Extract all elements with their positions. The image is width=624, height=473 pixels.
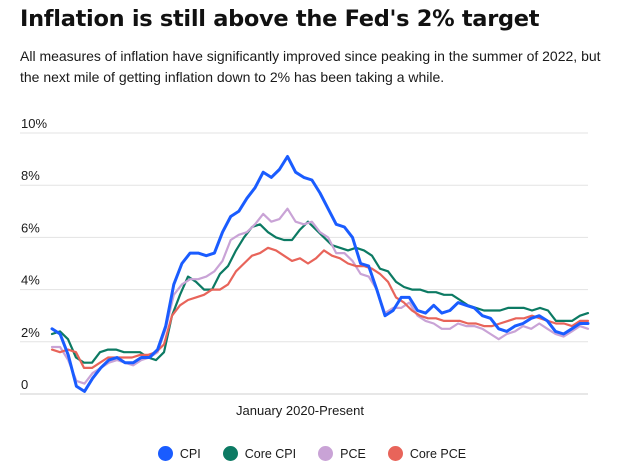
series-line-core-pce xyxy=(50,246,590,369)
y-tick-label: 2% xyxy=(21,325,40,340)
legend-swatch xyxy=(157,446,173,461)
line-chart: 0 2% 4% 6% 8% 10% January 2020-Present xyxy=(20,116,590,418)
legend-swatch xyxy=(222,446,238,461)
chart-title: Inflation is still above the Fed's 2% ta… xyxy=(20,6,540,32)
legend-item-core-pce: Core PCE xyxy=(387,446,467,461)
legend-label: PCE xyxy=(340,446,366,461)
x-axis-label: January 2020-Present xyxy=(236,403,364,418)
legend-item-cpi: CPI xyxy=(157,446,201,461)
legend-label: Core CPI xyxy=(244,446,297,461)
y-tick-label: 6% xyxy=(21,220,40,235)
legend-item-core-cpi: Core CPI xyxy=(222,446,297,461)
series-line-pce xyxy=(50,207,590,385)
series-lines xyxy=(50,155,590,393)
legend-swatch xyxy=(318,446,334,461)
y-tick-label: 0 xyxy=(21,377,28,392)
legend-label: CPI xyxy=(179,446,201,461)
legend-item-pce: PCE xyxy=(318,446,366,461)
y-tick-label: 10% xyxy=(21,116,47,131)
legend: CPI Core CPI PCE Core PCE xyxy=(0,446,624,461)
y-tick-label: 8% xyxy=(21,168,40,183)
gridlines xyxy=(20,132,588,395)
y-axis-ticks: 0 2% 4% 6% 8% 10% xyxy=(21,116,47,392)
legend-label: Core PCE xyxy=(409,446,467,461)
series-line-cpi xyxy=(50,155,590,393)
y-tick-label: 4% xyxy=(21,273,40,288)
legend-swatch xyxy=(387,446,403,461)
chart-subtitle: All measures of inflation have significa… xyxy=(20,48,601,85)
